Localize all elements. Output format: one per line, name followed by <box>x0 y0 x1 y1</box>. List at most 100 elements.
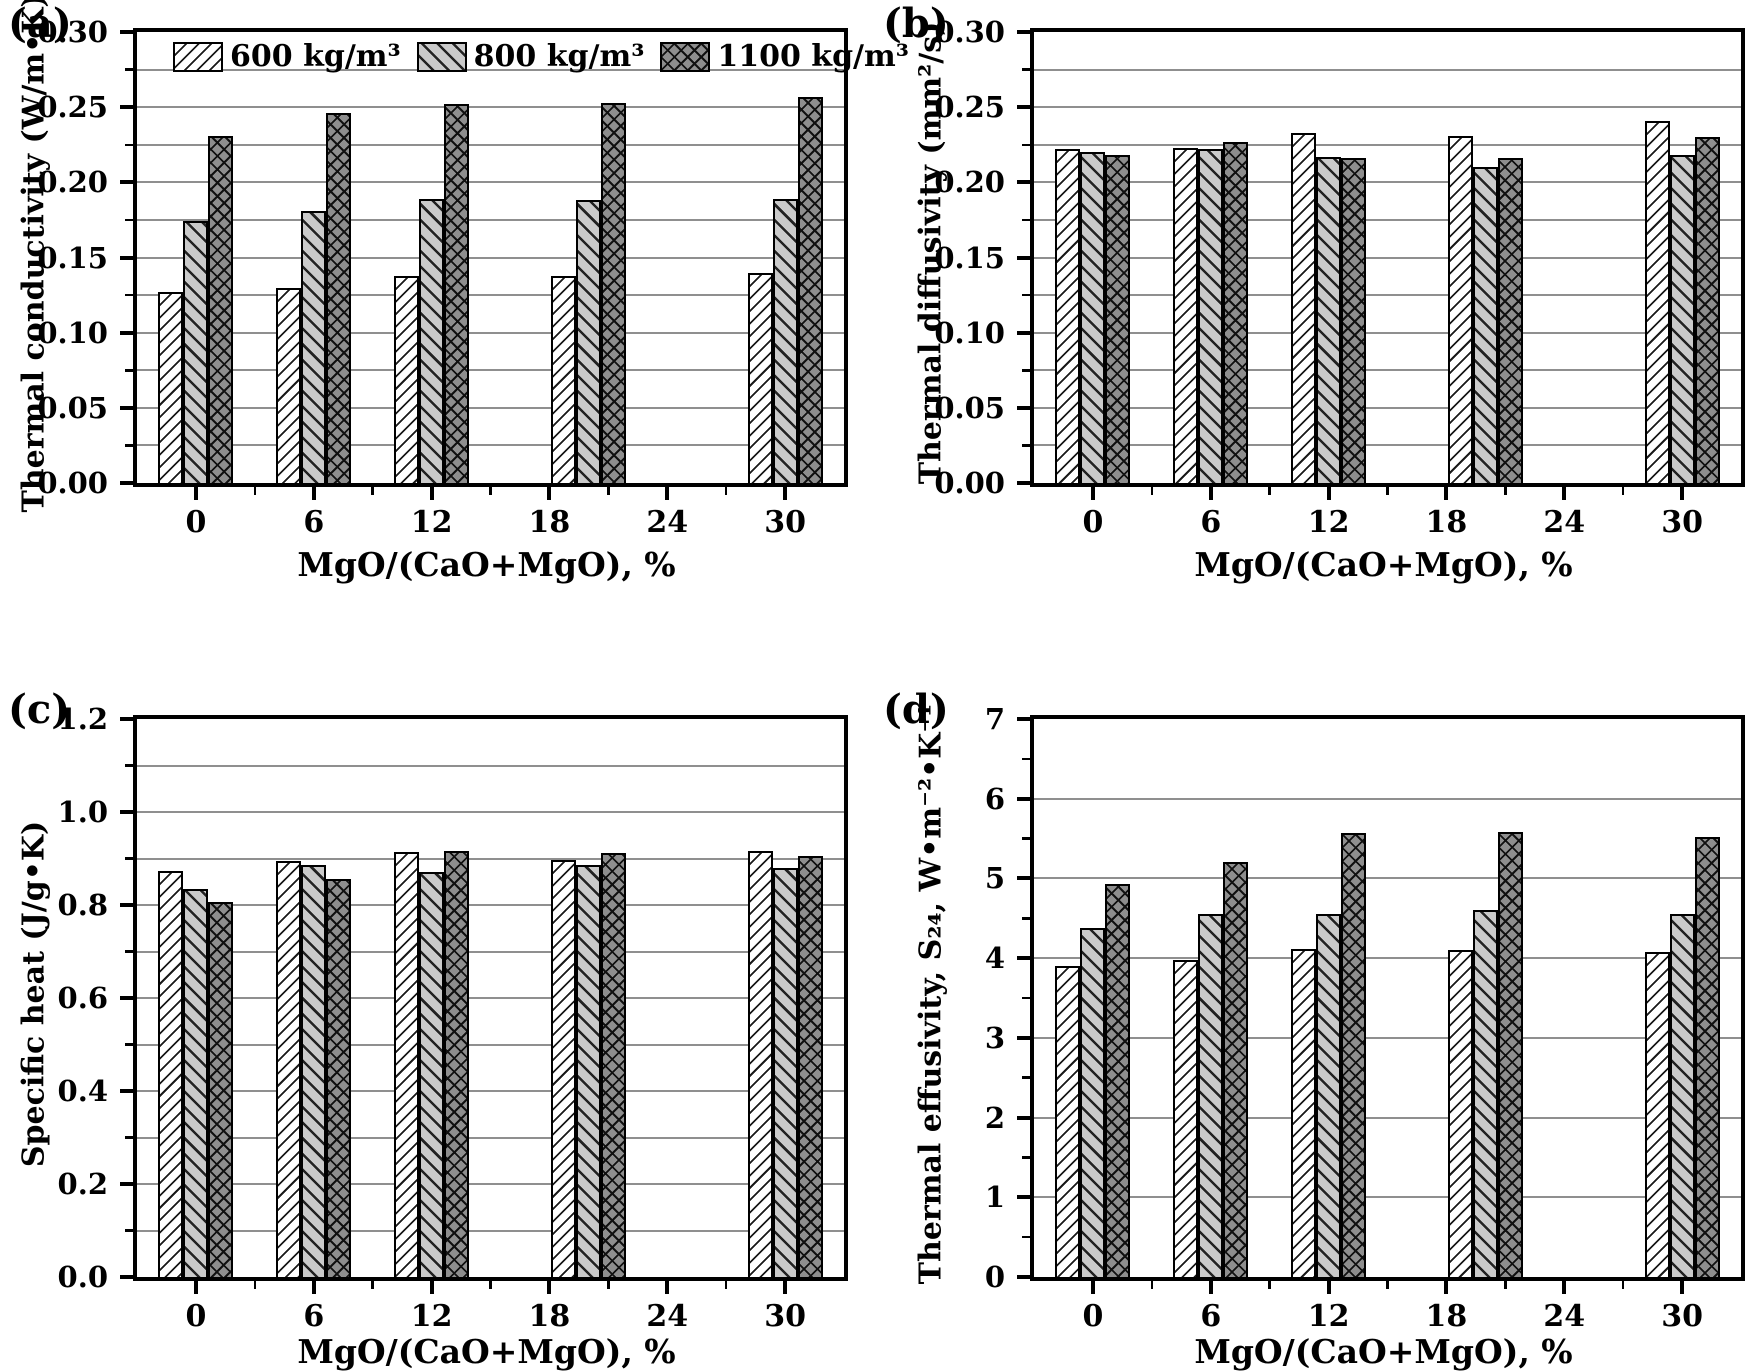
panel-a-y-axis-title: Thermal conductivity (W/m•K) <box>16 0 52 513</box>
y-gridline <box>137 997 844 999</box>
bar-1100kg-x0 <box>1105 884 1131 1277</box>
bar-800kg-x30 <box>1669 913 1695 1277</box>
bar-600kg-x12 <box>1291 949 1317 1277</box>
x-minor-tick <box>607 483 610 495</box>
bar-800kg-x6 <box>301 865 327 1277</box>
panel-d: (d) Thermal effusivity, S₂₄, W•m⁻²•K⁻¹ 0… <box>875 600 1750 1371</box>
legend-item: 800 kg/m³ <box>416 39 644 74</box>
panel-a-x-axis-title: MgO/(CaO+MgO), % <box>297 545 676 584</box>
bar-600kg-x6 <box>1173 959 1199 1277</box>
x-minor-tick <box>253 483 257 495</box>
x-tick-label: 30 <box>1661 505 1703 540</box>
bar-1100kg-x6 <box>326 113 352 483</box>
y-tick-label: 1 <box>984 1180 1005 1215</box>
x-minor-tick <box>371 1277 374 1289</box>
y-major-tick <box>120 903 137 907</box>
y-gridline <box>137 256 844 259</box>
x-major-tick <box>1326 483 1331 500</box>
bar-800kg-x18 <box>576 200 602 483</box>
y-minor-tick <box>125 218 137 222</box>
y-gridline <box>137 181 844 184</box>
y-gridline <box>137 1136 844 1139</box>
y-major-tick <box>1017 255 1034 260</box>
y-tick-label: 0.05 <box>37 390 108 425</box>
y-gridline <box>137 1229 844 1232</box>
bar-800kg-x6 <box>1198 149 1224 483</box>
legend-label: 1100 kg/m³ <box>717 39 909 74</box>
y-gridline <box>1034 444 1741 447</box>
y-minor-tick <box>1022 68 1034 71</box>
y-minor-tick <box>125 293 137 297</box>
y-gridline <box>137 331 844 334</box>
x-tick-label: 0 <box>185 505 207 540</box>
y-gridline <box>137 106 844 109</box>
bar-800kg-x12 <box>419 198 445 483</box>
y-gridline <box>1034 1196 1741 1199</box>
bar-1100kg-x18 <box>601 102 627 483</box>
y-tick-label: 7 <box>984 702 1005 736</box>
y-major-tick <box>120 810 137 814</box>
y-minor-tick <box>1022 293 1034 297</box>
bar-600kg-x12 <box>1291 132 1317 483</box>
bar-1100kg-x6 <box>1223 141 1249 483</box>
y-gridline <box>137 764 844 767</box>
y-gridline <box>137 369 844 372</box>
y-tick-label: 0.20 <box>934 165 1005 200</box>
y-major-tick <box>1017 876 1034 881</box>
y-gridline <box>137 406 844 409</box>
bar-1100kg-x6 <box>326 879 352 1277</box>
panel-c-letter: (c) <box>8 686 71 733</box>
panel-d-plot-area: 0 1 2 3 4 5 6 7 0 6 12 18 24 30 <box>985 703 1745 1334</box>
x-minor-tick <box>1386 483 1389 495</box>
x-tick-label: 6 <box>303 505 325 540</box>
x-major-tick <box>1208 1277 1213 1294</box>
y-gridline <box>137 143 844 146</box>
y-major-tick <box>120 105 137 110</box>
x-minor-tick <box>489 1277 492 1289</box>
x-major-tick <box>1562 1277 1567 1294</box>
x-minor-tick <box>607 1277 610 1289</box>
x-major-tick <box>311 483 316 500</box>
y-major-tick <box>120 180 137 185</box>
y-minor-tick <box>125 369 137 372</box>
bar-800kg-x0 <box>183 221 209 483</box>
y-major-tick <box>120 1182 137 1186</box>
y-gridline <box>1034 181 1741 184</box>
y-tick-label: 0.15 <box>934 240 1005 275</box>
panel-a: (a) Thermal conductivity (W/m•K) 0.00 0.0… <box>0 0 909 600</box>
legend: 600 kg/m³ 800 kg/m³ 1100 kg/m³ <box>173 39 909 74</box>
y-major-tick <box>1017 1115 1034 1120</box>
bar-800kg-x18 <box>1473 909 1499 1277</box>
y-gridline <box>1034 294 1741 297</box>
y-gridline <box>1034 1116 1741 1119</box>
bar-1100kg-x18 <box>1498 158 1524 483</box>
cross-hatch-swatch <box>660 41 711 72</box>
y-gridline <box>137 1090 844 1092</box>
x-major-tick <box>783 1277 788 1294</box>
bar-800kg-x18 <box>1473 167 1499 483</box>
x-major-tick <box>1208 483 1213 500</box>
bar-1100kg-x0 <box>208 902 234 1277</box>
y-gridline <box>1034 106 1741 109</box>
x-major-tick <box>1680 483 1685 500</box>
x-major-tick <box>665 483 670 500</box>
bar-600kg-x18 <box>1448 135 1474 483</box>
x-tick-label: 0 <box>1082 1299 1104 1334</box>
x-tick-label: 6 <box>303 1299 325 1334</box>
y-minor-tick <box>1022 1156 1034 1159</box>
y-gridline <box>1034 369 1741 372</box>
y-major-tick <box>1017 330 1034 335</box>
y-major-tick <box>1017 1195 1034 1200</box>
y-gridline <box>137 1183 844 1185</box>
bar-600kg-x0 <box>158 292 184 483</box>
y-minor-tick <box>125 68 137 71</box>
x-tick-label: 12 <box>1307 1299 1350 1334</box>
y-gridline <box>137 811 844 813</box>
x-tick-label: 6 <box>1200 505 1222 540</box>
bar-1100kg-x30 <box>1694 137 1720 483</box>
x-major-tick <box>1444 1277 1449 1294</box>
bar-800kg-x6 <box>301 210 327 483</box>
x-tick-label: 12 <box>1307 505 1350 540</box>
bar-1100kg-x0 <box>1105 155 1131 483</box>
x-tick-label: 24 <box>646 505 689 540</box>
